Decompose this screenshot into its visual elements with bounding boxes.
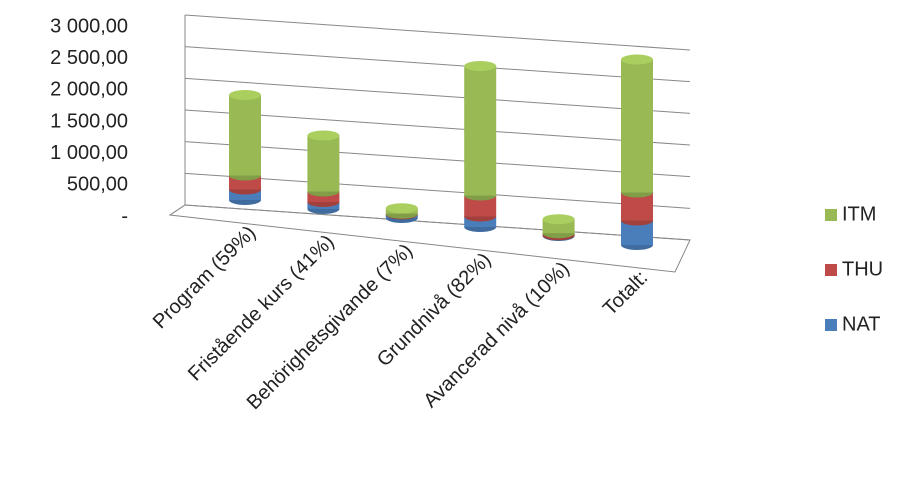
legend-label: ITM	[842, 203, 876, 225]
y-tick-label: 500,00	[67, 174, 128, 196]
y-tick-label: 3 000,00	[50, 15, 128, 37]
y-tick-label: 1 500,00	[50, 110, 128, 132]
y-tick-label: 2 500,00	[50, 47, 128, 69]
legend-label: THU	[842, 258, 883, 280]
bar	[464, 216, 497, 227]
grid-line	[184, 109, 691, 146]
cylinder-top	[464, 61, 497, 71]
grid-line	[184, 46, 691, 83]
cylinder-top	[542, 214, 575, 225]
bar	[229, 95, 261, 176]
bar	[464, 195, 497, 217]
x-tick-label: Fristående kurs (41%)	[184, 231, 339, 386]
grid-line	[184, 14, 691, 51]
grid-line	[184, 141, 691, 178]
y-tick-label: 2 000,00	[50, 79, 128, 101]
bar	[229, 189, 261, 200]
legend-swatch	[825, 319, 837, 331]
bar	[307, 191, 340, 202]
grid-line	[184, 172, 691, 209]
y-tick-label: -	[121, 205, 128, 227]
legend-swatch	[825, 209, 837, 221]
grid-line	[184, 204, 691, 241]
y-tick-label: 1 000,00	[50, 142, 128, 164]
cylinder-top	[307, 130, 340, 141]
grid-line	[184, 77, 691, 114]
x-tick-label: Totalt:	[599, 267, 652, 320]
cylinder-top	[229, 90, 261, 100]
cylinder-top	[621, 54, 653, 65]
bar	[621, 59, 653, 193]
x-tick-label: Avancerad nivå (10%)	[419, 258, 573, 412]
legend-label: NAT	[842, 313, 881, 335]
x-tick-label: Behörighetsgivande (7%)	[243, 240, 417, 414]
bar	[307, 135, 340, 192]
bar	[464, 66, 497, 196]
cylinder-top	[385, 203, 418, 214]
wall-edge	[169, 204, 186, 216]
legend-swatch	[825, 264, 837, 276]
